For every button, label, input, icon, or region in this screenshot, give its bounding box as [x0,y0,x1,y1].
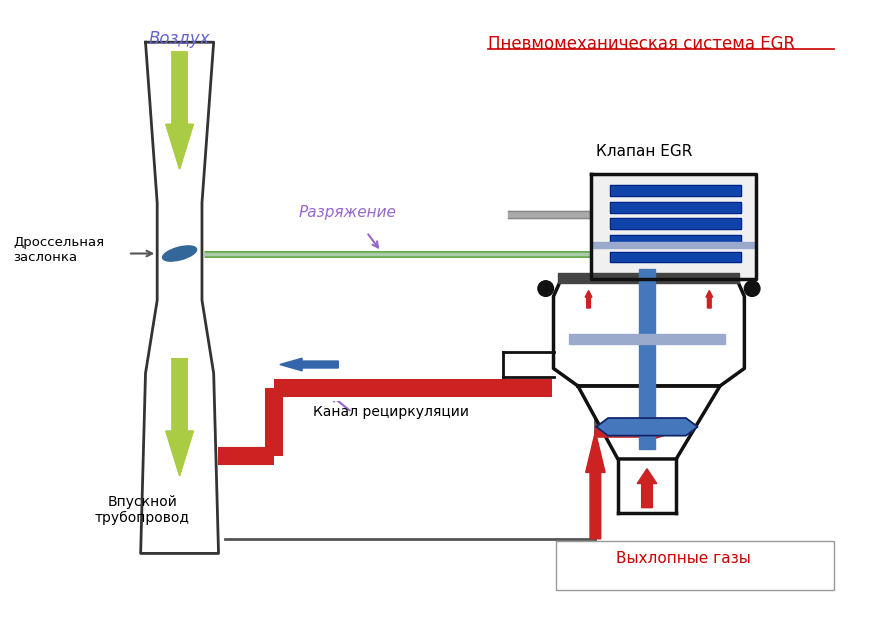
Circle shape [537,281,553,297]
Polygon shape [166,52,193,169]
Polygon shape [577,386,720,459]
Polygon shape [585,431,605,539]
Polygon shape [639,269,654,449]
Text: Разряжение: Разряжение [298,206,395,220]
Text: Пневмомеханическая система EGR: Пневмомеханическая система EGR [488,35,794,53]
Polygon shape [609,202,740,212]
Text: Выхлопные газы: Выхлопные газы [615,552,750,566]
Polygon shape [553,279,744,386]
Polygon shape [636,469,656,508]
Polygon shape [705,290,712,308]
Polygon shape [609,219,740,229]
Polygon shape [166,358,193,475]
Text: Дроссельная
заслонка: Дроссельная заслонка [13,236,104,264]
Text: Клапан EGR: Клапан EGR [595,144,692,159]
Polygon shape [594,422,675,441]
Polygon shape [595,418,697,436]
Polygon shape [507,210,590,219]
Polygon shape [617,459,675,513]
Text: Воздух: Воздух [149,30,210,48]
Polygon shape [568,334,724,344]
Polygon shape [609,185,740,196]
Polygon shape [590,174,755,279]
Polygon shape [585,290,591,308]
Polygon shape [609,235,740,246]
Polygon shape [558,273,739,283]
Text: Канал рециркуляции: Канал рециркуляции [313,405,468,420]
Circle shape [744,281,760,297]
Polygon shape [280,358,338,371]
Ellipse shape [163,246,196,261]
Polygon shape [502,352,553,377]
Text: Впускной
трубопровод: Впускной трубопровод [95,495,189,526]
Polygon shape [592,242,753,248]
Polygon shape [609,251,740,262]
Polygon shape [141,42,218,553]
